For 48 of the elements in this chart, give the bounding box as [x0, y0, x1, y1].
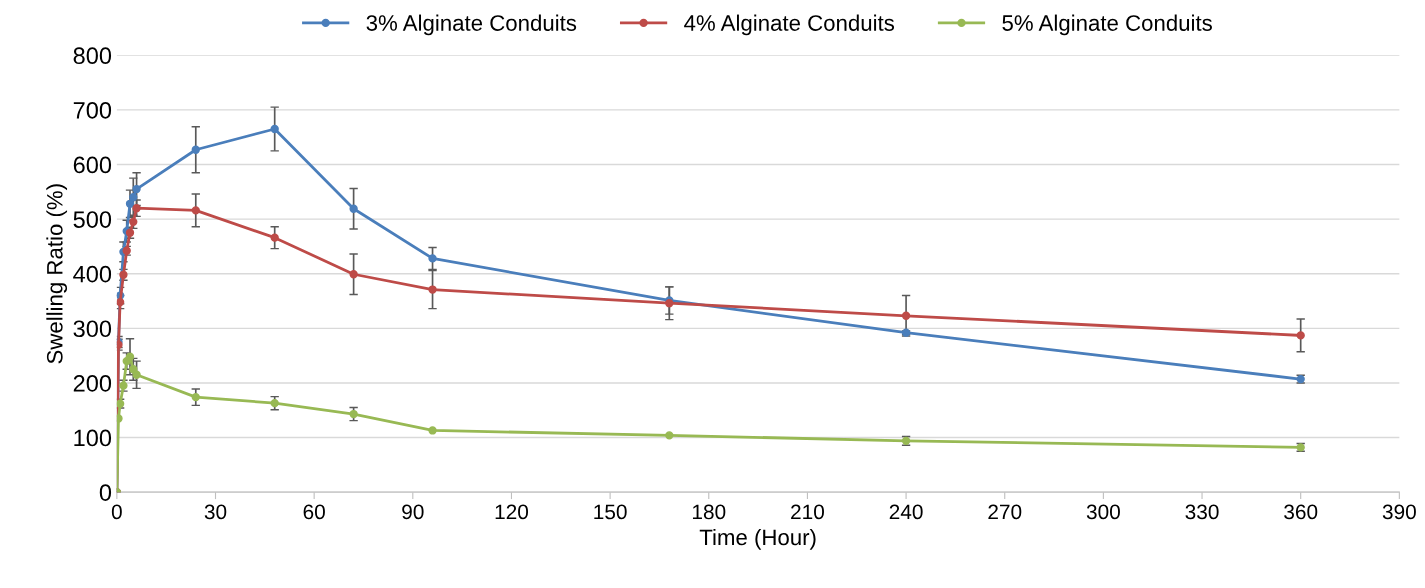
x-tick-label: 30	[204, 504, 227, 520]
y-tick-label: 700	[73, 101, 112, 119]
point	[125, 352, 135, 361]
point	[129, 193, 138, 202]
x-tick-label: 300	[1086, 504, 1120, 520]
point	[349, 270, 358, 279]
x-tick-label: 390	[1382, 504, 1416, 520]
point	[428, 285, 437, 294]
y-tick-label: 200	[73, 375, 112, 392]
point	[428, 254, 437, 263]
point	[132, 204, 141, 213]
y-tick-label: 400	[73, 265, 112, 283]
point	[428, 426, 437, 435]
x-tick-label: 210	[791, 504, 824, 520]
x-tick-label: 0	[111, 504, 122, 520]
x-tick-label: 60	[303, 504, 325, 520]
legend-label: 3% Alginate Conduits	[366, 14, 577, 36]
point	[270, 233, 279, 242]
point	[116, 414, 123, 423]
x-axis-title: Time (Hour)	[699, 528, 816, 550]
x-tick-label: 330	[1185, 504, 1219, 520]
x-tick-label: 240	[889, 504, 923, 520]
x-tick-label: 180	[692, 504, 726, 520]
x-tick-label: 120	[495, 504, 529, 520]
point	[132, 184, 141, 194]
point	[191, 206, 200, 215]
point	[191, 392, 200, 402]
point	[901, 311, 911, 320]
legend-label: 4% Alginate Conduits	[684, 14, 895, 36]
y-tick-label: 300	[73, 320, 112, 338]
y-tick-label: 100	[74, 429, 112, 447]
x-tick-label: 150	[594, 504, 627, 520]
y-tick-label: 800	[73, 47, 112, 65]
y-tick-label: 500	[73, 211, 112, 228]
y-tick-label: 0	[99, 484, 112, 501]
x-tick-label: 360	[1284, 504, 1318, 520]
point	[125, 199, 135, 208]
x-tick-label: 270	[988, 504, 1022, 520]
point	[665, 431, 674, 440]
y-axis-title: Swelling Ratio (%)	[46, 184, 68, 364]
point	[349, 204, 358, 213]
y-tick-label: 600	[73, 156, 112, 174]
point	[191, 145, 200, 154]
point	[1296, 331, 1305, 340]
legend-label: 5% Alginate Conduits	[1002, 14, 1212, 36]
point	[270, 124, 279, 134]
x-tick-label: 90	[402, 504, 424, 520]
point	[132, 370, 141, 379]
